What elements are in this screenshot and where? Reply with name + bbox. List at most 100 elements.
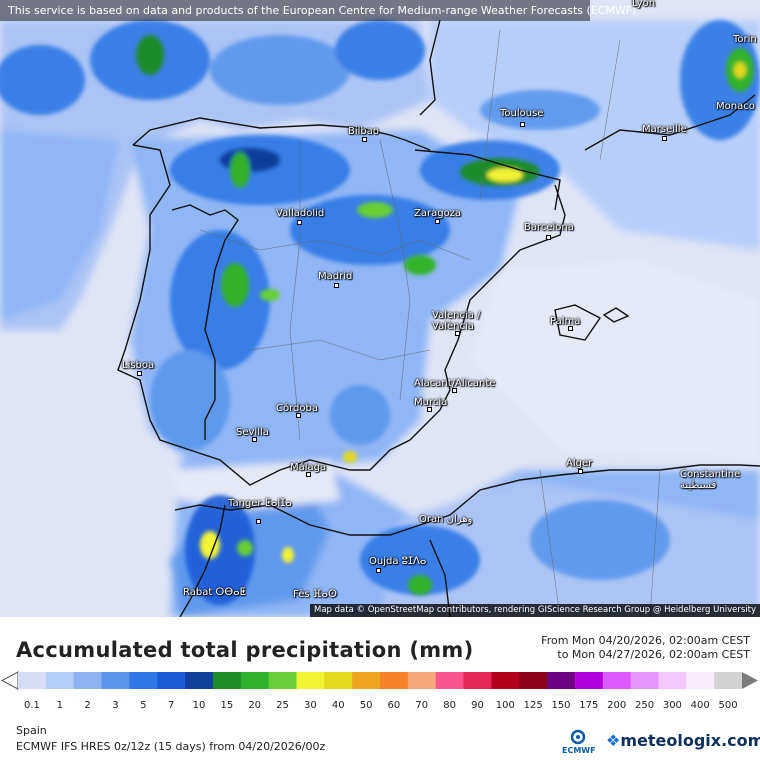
scale-swatch: [240, 672, 270, 689]
city-label-tanger: Tanger ⵟⴰⵏⵊⴰ: [228, 498, 292, 509]
scale-tick-label: 7: [168, 700, 174, 711]
scale-swatch: [435, 672, 465, 689]
city-label-toulouse: Toulouse: [500, 108, 544, 119]
city-marker: [334, 283, 339, 288]
scale-swatch: [547, 672, 576, 689]
city-marker: [297, 220, 302, 225]
scale-swatch: [686, 672, 715, 689]
city-label-rabat: Rabat ⵔⴱⴰⵟ: [183, 587, 246, 598]
city-label-torin: Torin: [733, 34, 757, 45]
scale-tick-label: 2: [84, 700, 90, 711]
scale-swatch: [212, 672, 242, 689]
city-marker: [427, 407, 432, 412]
city-label-monaco: Monaco: [716, 101, 755, 112]
city-label-alger: Alger: [566, 458, 593, 469]
meteologix-icon: ❖: [606, 731, 621, 750]
scale-tick-label: 200: [607, 700, 626, 711]
scale-tick-label: 100: [496, 700, 515, 711]
scale-swatch: [268, 672, 297, 689]
scale-swatch: [602, 672, 632, 689]
city-label-barcelona: Barcelona: [524, 222, 574, 233]
city-label-valencia: Valencia / València: [432, 310, 481, 332]
scale-tick-label: 80: [443, 700, 456, 711]
city-marker: [662, 136, 667, 141]
scale-tick-label: 50: [360, 700, 373, 711]
ecmwf-logo-text: ECMWF: [562, 746, 596, 755]
city-label-oran: Oran وهران: [419, 514, 473, 525]
scale-tick-label: 175: [579, 700, 598, 711]
city-marker: [296, 413, 301, 418]
scale-swatch: [658, 672, 687, 689]
city-label-marseille: Marseille: [642, 124, 687, 135]
city-label-zaragoza: Zaragoza: [414, 208, 462, 219]
city-label-cordoba: Córdoba: [276, 403, 318, 414]
scale-swatch: [185, 672, 214, 689]
city-label-murcia: Murcia: [414, 397, 448, 408]
city-marker: [520, 122, 525, 127]
scale-tick-label: 125: [524, 700, 543, 711]
model-info: ECMWF IFS HRES 0z/12z (15 days) from 04/…: [16, 740, 326, 753]
city-marker: [376, 568, 381, 573]
map-attribution: Map data © OpenStreetMap contributors, r…: [310, 604, 760, 617]
scale-tick-label: 150: [551, 700, 570, 711]
scale-swatch: [519, 672, 548, 689]
city-label-fes: Fès ⴼⴰⵙ: [293, 589, 337, 600]
period-to: to Mon 04/27/2026, 02:00am CEST: [557, 648, 750, 661]
city-marker: [546, 235, 551, 240]
scale-tick-label: 3: [112, 700, 118, 711]
city-marker: [256, 519, 261, 524]
scale-swatch: [491, 672, 520, 689]
scale-swatch: [714, 672, 743, 689]
meteologix-logo[interactable]: ❖meteologix.com: [606, 731, 760, 750]
scale-swatch: [18, 672, 47, 689]
city-label-oujda: Oujda ⵓⵊⴷⴰ: [369, 556, 427, 567]
scale-swatch: [407, 672, 437, 689]
scale-tick-label: 250: [635, 700, 654, 711]
city-label-lyon: Lyon: [632, 0, 656, 9]
city-marker: [362, 137, 367, 142]
city-label-bilbao: Bilbao: [348, 126, 380, 137]
scale-swatch: [296, 672, 325, 689]
city-label-palma: Palma: [550, 316, 581, 327]
city-marker: [568, 326, 573, 331]
city-label-malaga: Málaga: [290, 462, 327, 473]
precipitation-map[interactable]: This service is based on data and produc…: [0, 0, 760, 617]
scale-tick-label: 1: [57, 700, 63, 711]
scale-swatch: [463, 672, 492, 689]
city-marker: [578, 469, 583, 474]
ecmwf-logo: [570, 729, 586, 745]
scale-swatch: [324, 672, 353, 689]
period-from: From Mon 04/20/2026, 02:00am CEST: [541, 634, 750, 647]
scale-swatch: [45, 672, 75, 689]
city-marker: [435, 219, 440, 224]
scale-tick-label: 60: [388, 700, 401, 711]
city-marker: [455, 331, 460, 336]
scale-swatch: [574, 672, 604, 689]
city-marker: [252, 437, 257, 442]
city-marker: [306, 472, 311, 477]
scale-tick-label: 5: [140, 700, 146, 711]
color-scale-legend: 0.1 1 2 3 5 7 10 15 20 25 30 40 50 60 70 80 90 100 125 150 1…: [0, 671, 758, 711]
meteologix-brand: meteologix.com: [620, 731, 760, 750]
region-name: Spain: [16, 724, 47, 737]
city-label-constantine: Constantine قسنطينة: [680, 469, 741, 491]
scale-tick-label: 10: [193, 700, 206, 711]
map-layer: [0, 19, 760, 617]
city-label-valladolid: Valladolid: [276, 208, 325, 219]
city-marker: [137, 371, 142, 376]
scale-swatch: [157, 672, 186, 689]
ecmwf-disclaimer: This service is based on data and produc…: [0, 0, 636, 21]
scale-tick-label: 30: [304, 700, 317, 711]
scale-tick-label: 70: [415, 700, 428, 711]
scale-tick-label: 0.1: [24, 700, 40, 711]
scale-tick-label: 300: [663, 700, 682, 711]
city-label-lisboa: Lisboa: [122, 360, 155, 371]
scale-tick-label: 40: [332, 700, 345, 711]
scale-arrow-left: [0, 671, 19, 690]
scale-tick-label: 500: [719, 700, 738, 711]
city-label-sevilla: Sevilla: [236, 427, 269, 438]
scale-swatch: [73, 672, 103, 689]
scale-tick-label: 20: [248, 700, 261, 711]
scale-tick-label: 15: [220, 700, 233, 711]
city-label-madrid: Madrid: [318, 271, 353, 282]
